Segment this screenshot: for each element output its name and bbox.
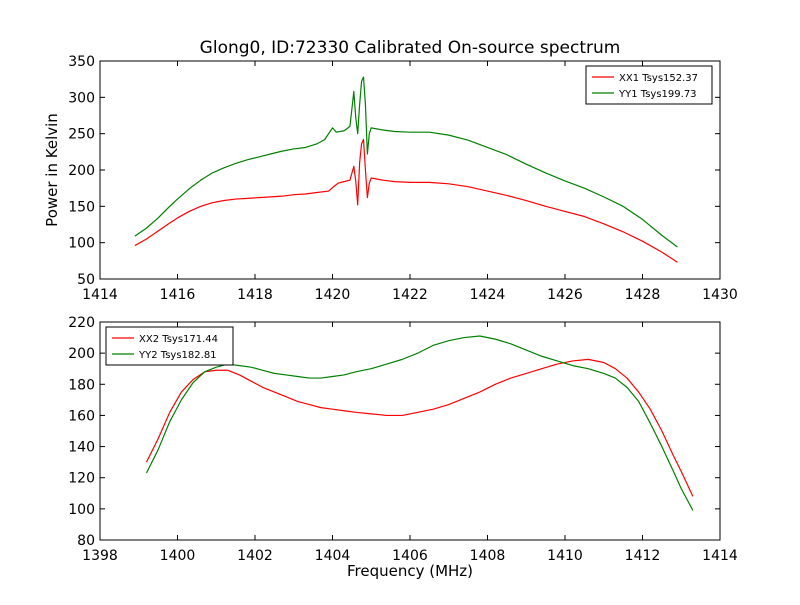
bottom-series-line-1 — [145, 358, 694, 497]
bottom-y-tick-label: 100 — [68, 502, 95, 518]
bottom-legend: XX2 Tsys171.44 YY2 Tsys182.81 — [105, 326, 234, 366]
top-x-tick-label: 1420 — [315, 287, 351, 303]
top-y-tick-label: 350 — [68, 54, 95, 70]
top-y-tick-label: 150 — [68, 199, 95, 215]
top-x-tick-label: 1414 — [82, 287, 118, 303]
top-plot: 1414 1416 1418 1420 1422 1424 1426 1428 1430 50 10… — [68, 54, 738, 303]
top-legend-label-2: YY1 Tsys199.73 — [618, 89, 697, 100]
bottom-x-tick-label: 1404 — [315, 548, 351, 564]
bottom-y-tick-label: 80 — [77, 533, 95, 549]
top-y-tick-label: 200 — [68, 163, 95, 179]
top-x-tick-label: 1430 — [702, 287, 738, 303]
bottom-x-tick-label: 1406 — [392, 548, 428, 564]
bottom-x-tick-label: 1400 — [160, 548, 196, 564]
chart-title: Glong0, ID:72330 Calibrated On-source sp… — [200, 38, 621, 58]
bottom-x-tick-label: 1414 — [702, 548, 738, 564]
bottom-x-tick-label: 1398 — [82, 548, 118, 564]
top-x-tick-label: 1416 — [160, 287, 196, 303]
bottom-y-tick-label: 160 — [68, 408, 95, 424]
top-y-axis-label: Power in Kelvin — [43, 113, 61, 227]
top-legend-box — [585, 65, 713, 105]
bottom-y-tick-label: 120 — [68, 471, 95, 487]
top-y-tick-label: 250 — [68, 127, 95, 143]
bottom-x-tick-label: 1408 — [470, 548, 506, 564]
bottom-x-axis-label: Frequency (MHz) — [347, 562, 473, 580]
top-legend-label-1: XX1 Tsys152.37 — [619, 73, 698, 84]
bottom-y-tick-label: 180 — [68, 377, 95, 393]
bottom-plot: 1398 1400 1402 1404 1406 1408 1410 1412 1414 80 10… — [68, 315, 738, 564]
top-series-line-1 — [134, 138, 678, 263]
bottom-legend-label-1: XX2 Tsys171.44 — [139, 334, 218, 345]
top-x-tick-label: 1424 — [470, 287, 506, 303]
bottom-legend-label-2: YY2 Tsys182.81 — [138, 350, 217, 361]
top-x-tick-label: 1426 — [547, 287, 583, 303]
top-x-tick-label: 1422 — [392, 287, 428, 303]
bottom-y-tick-label: 220 — [68, 315, 95, 331]
top-legend: XX1 Tsys152.37 YY1 Tsys199.73 — [585, 65, 713, 105]
top-x-tick-label: 1418 — [237, 287, 273, 303]
top-series-line-2 — [134, 76, 678, 248]
top-x-tick-label: 1428 — [625, 287, 661, 303]
top-y-tick-label: 50 — [77, 272, 95, 288]
bottom-y-tick-label: 140 — [68, 440, 95, 456]
top-y-tick-label: 100 — [68, 236, 95, 252]
bottom-legend-box — [105, 326, 234, 366]
bottom-x-tick-label: 1412 — [625, 548, 661, 564]
bottom-x-tick-label: 1410 — [547, 548, 583, 564]
top-y-tick-label: 300 — [68, 90, 95, 106]
bottom-x-tick-label: 1402 — [237, 548, 273, 564]
bottom-y-tick-label: 200 — [68, 346, 95, 362]
